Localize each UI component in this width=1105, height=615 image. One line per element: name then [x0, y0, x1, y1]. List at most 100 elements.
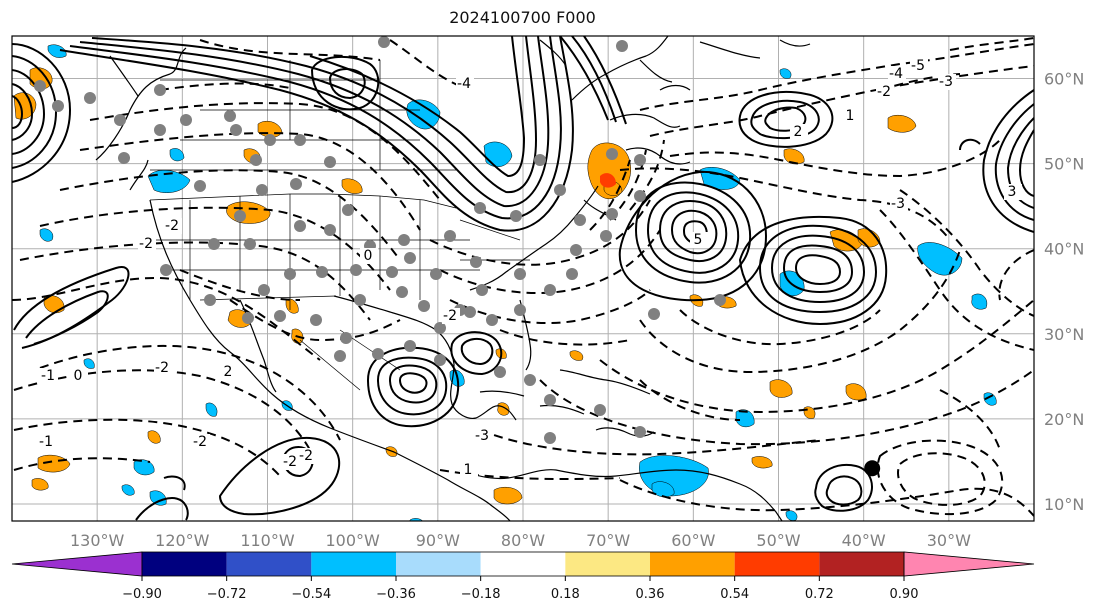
observation-dot	[340, 332, 352, 344]
colorbar-tick-label: −0.36	[376, 587, 416, 602]
contour-label: 5	[694, 232, 703, 248]
observation-dot	[244, 238, 256, 250]
contour-label: -4	[457, 76, 471, 92]
contour-label-bg	[192, 434, 210, 450]
longitude-tick-label: 110°W	[240, 531, 295, 550]
observation-dot	[208, 238, 220, 250]
observation-dot	[566, 268, 578, 280]
observation-dot	[224, 110, 236, 122]
contour-label: -3	[939, 74, 953, 90]
observation-dot	[544, 394, 556, 406]
observation-dot	[114, 114, 126, 126]
observation-dot	[84, 92, 96, 104]
colorbar-tick-label: 0.54	[720, 587, 749, 602]
contour-label-bg	[842, 108, 860, 124]
contour-label-bg	[138, 236, 156, 252]
longitude-tick-label: 60°W	[671, 531, 715, 550]
longitude-tick-label: 120°W	[155, 531, 210, 550]
observation-dot	[194, 180, 206, 192]
contour-label: -2	[165, 218, 179, 234]
observation-dot	[648, 308, 660, 320]
observation-dot	[310, 314, 322, 326]
observation-dot	[486, 314, 498, 326]
colorbar-tick-label: −0.18	[461, 587, 501, 602]
observation-dot	[514, 268, 526, 280]
contour-label: -1	[41, 368, 55, 384]
contour-label-bg	[460, 462, 478, 478]
colorbar-swatch	[226, 552, 312, 576]
contour-label: -3	[891, 196, 905, 212]
longitude-tick-label: 70°W	[586, 531, 630, 550]
political-borders	[149, 60, 530, 391]
colorbar-tick-label: 0.36	[636, 587, 665, 602]
contour-label: -2	[193, 434, 207, 450]
observation-dot	[316, 266, 328, 278]
colorbar: −0.90 −0.72 −0.54 −0.36 −0.18 0.18 0.36 0.54 0.7…	[11, 551, 1035, 602]
observation-dot	[378, 36, 390, 48]
observation-dot	[434, 322, 446, 334]
observation-dot	[534, 154, 546, 166]
observation-dot	[398, 234, 410, 246]
colorbar-swatch	[480, 552, 566, 576]
observation-dot	[594, 404, 606, 416]
observation-dot	[418, 300, 430, 312]
observation-dot	[574, 214, 586, 226]
contour-label-bg	[220, 364, 238, 380]
longitude-tick-labels: 130°W 120°W 110°W 100°W 90°W 80°W 70°W 60°W 50°W…	[70, 531, 971, 550]
contour-label-bg	[164, 218, 182, 234]
longitude-tick-label: 80°W	[501, 531, 545, 550]
contour-label: 0	[364, 248, 373, 264]
contour-label-bg	[360, 248, 378, 264]
coastlines	[95, 36, 811, 521]
contour-label: 3	[1008, 184, 1017, 200]
observation-dot	[160, 264, 172, 276]
colorbar-tick-label: −0.72	[207, 587, 247, 602]
contour-label-bg	[70, 368, 88, 384]
observation-dot	[404, 340, 416, 352]
observation-dot	[430, 268, 442, 280]
latitude-tick-label: 20°N	[1044, 410, 1084, 429]
observation-dot	[444, 230, 456, 242]
contour-label-bg	[1004, 184, 1022, 200]
solid-contours	[12, 36, 1034, 521]
observation-dot	[154, 124, 166, 136]
colorbar-swatch	[142, 552, 227, 576]
storm-center-marker	[864, 460, 881, 477]
observation-dot	[570, 244, 582, 256]
observation-dot	[290, 178, 302, 190]
contour-label: 0	[74, 368, 83, 384]
observation-dot	[274, 310, 286, 322]
observation-dot	[600, 230, 612, 242]
colorbar-swatch	[650, 552, 735, 576]
contour-label-bg	[910, 58, 928, 74]
observation-dot	[544, 432, 556, 444]
contour-label: 1	[846, 108, 855, 124]
contour-label: -1	[39, 434, 53, 450]
strong-positive-core	[600, 173, 616, 188]
contour-label-bg	[876, 84, 894, 100]
colorbar-swatch	[396, 552, 481, 576]
observation-dot	[242, 312, 254, 324]
observation-dot	[264, 134, 276, 146]
contour-label: -2	[299, 448, 313, 464]
observation-dot	[606, 148, 618, 160]
contour-label-bg	[938, 74, 956, 90]
contour-label-bg	[790, 124, 808, 140]
observation-dot	[396, 286, 408, 298]
observation-dot	[434, 354, 446, 366]
contour-label-bg	[474, 428, 492, 444]
contour-label: -2	[877, 84, 891, 100]
latitude-tick-labels: 60°N 50°N 40°N 30°N 20°N 10°N	[1044, 70, 1084, 514]
colorbar-swatch	[311, 552, 396, 576]
observation-dot	[514, 304, 526, 316]
latitude-tick-label: 40°N	[1044, 240, 1084, 259]
observation-dot	[494, 366, 506, 378]
observation-dot	[324, 224, 336, 236]
observation-dot	[350, 264, 362, 276]
observation-dot	[606, 208, 618, 220]
contour-label: -3	[475, 428, 489, 444]
observation-dot	[230, 124, 242, 136]
colorbar-extend-high	[903, 551, 1035, 577]
contour-label: -2	[155, 360, 169, 376]
